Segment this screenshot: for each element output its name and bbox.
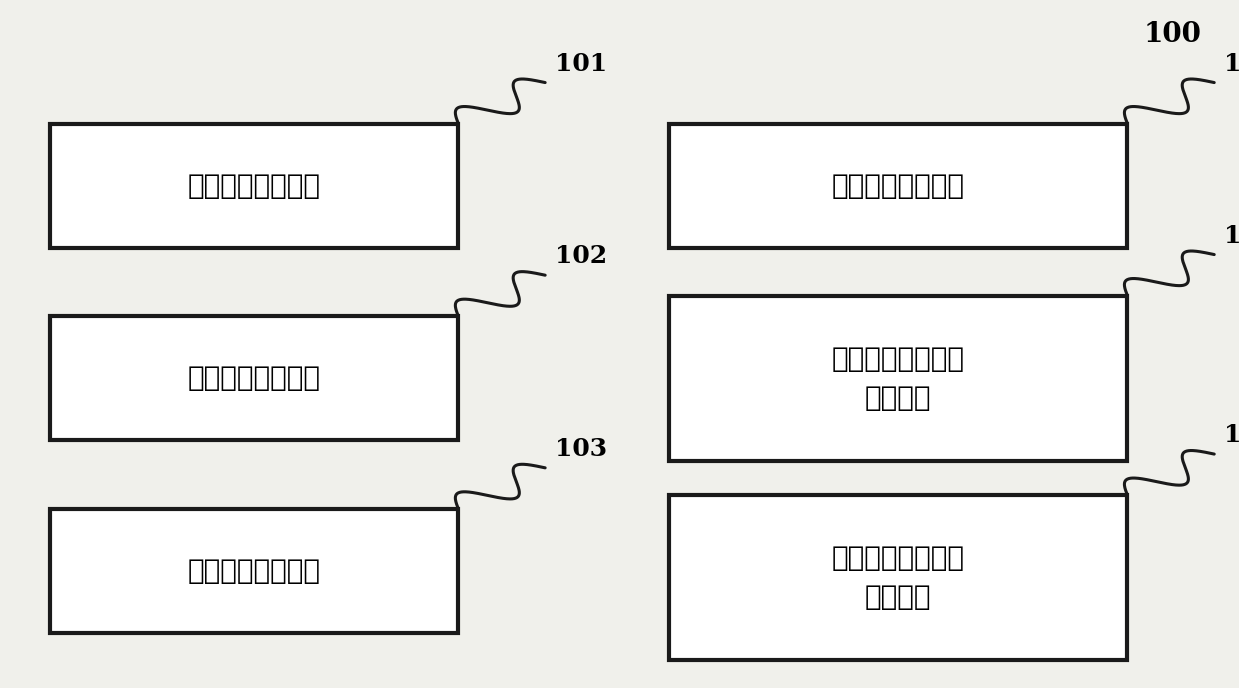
Text: 反馈信息接收模块: 反馈信息接收模块 [831, 172, 965, 200]
Text: 符号几何规划问题
求解模块: 符号几何规划问题 求解模块 [831, 544, 965, 612]
FancyBboxPatch shape [669, 124, 1127, 248]
FancyBboxPatch shape [50, 316, 458, 440]
Text: 106: 106 [1224, 423, 1239, 447]
Text: 查询信息接收模块: 查询信息接收模块 [187, 365, 321, 392]
Text: 104: 104 [1224, 52, 1239, 76]
Text: 102: 102 [555, 244, 607, 268]
FancyBboxPatch shape [50, 124, 458, 248]
FancyBboxPatch shape [669, 495, 1127, 660]
Text: 符号几何规划问题
构建模块: 符号几何规划问题 构建模块 [831, 345, 965, 412]
Text: 知识图谱定义模块: 知识图谱定义模块 [187, 172, 321, 200]
Text: 100: 100 [1144, 21, 1202, 47]
FancyBboxPatch shape [50, 509, 458, 633]
Text: 103: 103 [555, 437, 607, 461]
Text: 101: 101 [555, 52, 607, 76]
Text: 候选答案推送模块: 候选答案推送模块 [187, 557, 321, 585]
Text: 105: 105 [1224, 224, 1239, 248]
FancyBboxPatch shape [669, 296, 1127, 461]
